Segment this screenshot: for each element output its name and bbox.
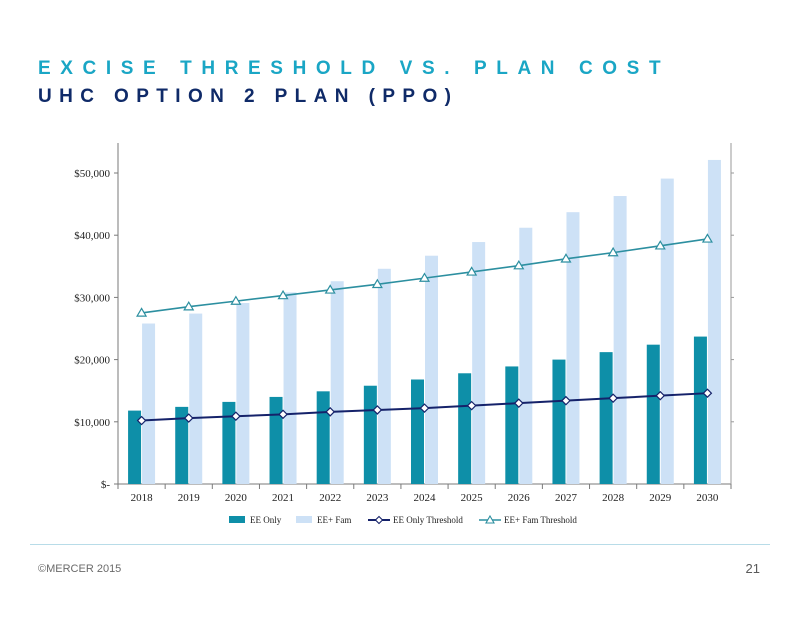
point-ee-fam-threshold [418,272,431,282]
x-tick-label: 2023 [366,492,389,504]
page-number: 21 [745,561,760,576]
bar-ee-only [646,344,660,484]
bar-ee-only [175,406,189,484]
legend-swatch-ee-fam [296,516,312,523]
chart-subtitle: UHC OPTION 2 PLAN (PPO) [38,86,459,107]
legend-label-ee-fam: EE+ Fam [317,515,351,525]
y-tick-label: $30,000 [74,292,110,304]
bar-ee-fam [472,242,486,484]
point-ee-only-threshold [278,409,288,420]
bar-ee-fam [519,227,533,484]
bar-ee-only [599,352,613,484]
y-tick-label: $10,000 [74,417,110,429]
y-tick-label: $20,000 [74,355,110,367]
y-tick-label: $- [101,479,111,491]
bar-ee-fam [613,196,627,484]
point-ee-fam-threshold [560,253,572,263]
bar-ee-only [269,396,283,484]
point-ee-fam-threshold [324,284,336,294]
bar-ee-fam [660,178,674,484]
point-ee-only-threshold [419,403,430,413]
y-tick-label: $40,000 [74,230,110,242]
point-ee-fam-threshold [701,233,713,243]
bar-ee-only [552,359,566,484]
legend-label-ee-only: EE Only [250,515,282,525]
point-ee-only-threshold [231,411,241,422]
x-tick-label: 2029 [649,492,672,504]
footer-copyright: ©MERCER 2015 [38,563,122,575]
x-tick-label: 2027 [555,492,578,504]
point-ee-only-threshold [608,393,618,404]
point-ee-fam-threshold [654,240,666,250]
legend-swatch-ee-only [229,516,245,523]
bar-ee-only [411,379,424,484]
footer-divider [30,544,770,545]
x-tick-label: 2028 [602,492,625,504]
point-ee-only-threshold [466,400,477,411]
point-ee-fam-threshold [277,289,289,300]
point-ee-only-threshold [183,413,194,423]
point-ee-only-threshold [702,388,713,399]
point-ee-fam-threshold [607,246,619,257]
point-ee-only-threshold [325,406,336,417]
bar-ee-only [363,385,377,484]
x-tick-label: 2022 [319,492,341,504]
legend-label-ee-only-threshold: EE Only Threshold [393,515,463,525]
bar-ee-only [458,373,472,484]
x-tick-label: 2020 [225,492,248,504]
legend-marker-ee-only-threshold [374,515,384,525]
point-ee-fam-threshold [371,278,383,289]
legend-label-ee-fam-threshold: EE+ Fam Threshold [504,515,577,525]
point-ee-fam-threshold [136,307,148,317]
chart-title: EXCISE THRESHOLD VS. PLAN COST [38,58,671,79]
bar-ee-fam [566,212,580,484]
bar-ee-fam [236,302,250,484]
point-ee-only-threshold [655,390,666,401]
x-tick-label: 2025 [461,492,484,504]
point-ee-fam-threshold [466,266,478,276]
bar-ee-fam [189,313,203,484]
bar-ee-fam [283,292,297,484]
point-ee-only-threshold [513,398,524,408]
bar-ee-fam [142,323,156,484]
legend-marker-ee-fam-threshold [485,514,495,524]
bar-ee-only [505,366,519,484]
point-ee-only-threshold [561,395,571,406]
point-ee-only-threshold [372,405,383,415]
x-tick-label: 2021 [272,492,294,504]
point-ee-only-threshold [136,415,147,426]
bar-ee-fam [707,159,721,485]
bar-ee-fam [425,255,438,484]
bar-ee-fam [377,268,391,484]
bar-ee-only [222,401,236,484]
point-ee-fam-threshold [513,259,525,270]
y-tick-label: $50,000 [74,168,110,180]
x-tick-label: 2019 [178,492,201,504]
point-ee-fam-threshold [230,295,242,305]
point-ee-fam-threshold [183,301,195,311]
bar-ee-only [316,391,330,484]
x-tick-label: 2026 [508,492,531,504]
bar-ee-fam [330,281,344,484]
bar-ee-only [128,410,142,484]
x-tick-label: 2018 [131,492,154,504]
x-tick-label: 2024 [414,492,437,504]
chart: $- $10,000 $20,000 $30,000 $40,000 $50,000 201… [74,143,734,525]
x-tick-label: 2030 [696,492,719,504]
bar-ee-only [693,336,707,484]
